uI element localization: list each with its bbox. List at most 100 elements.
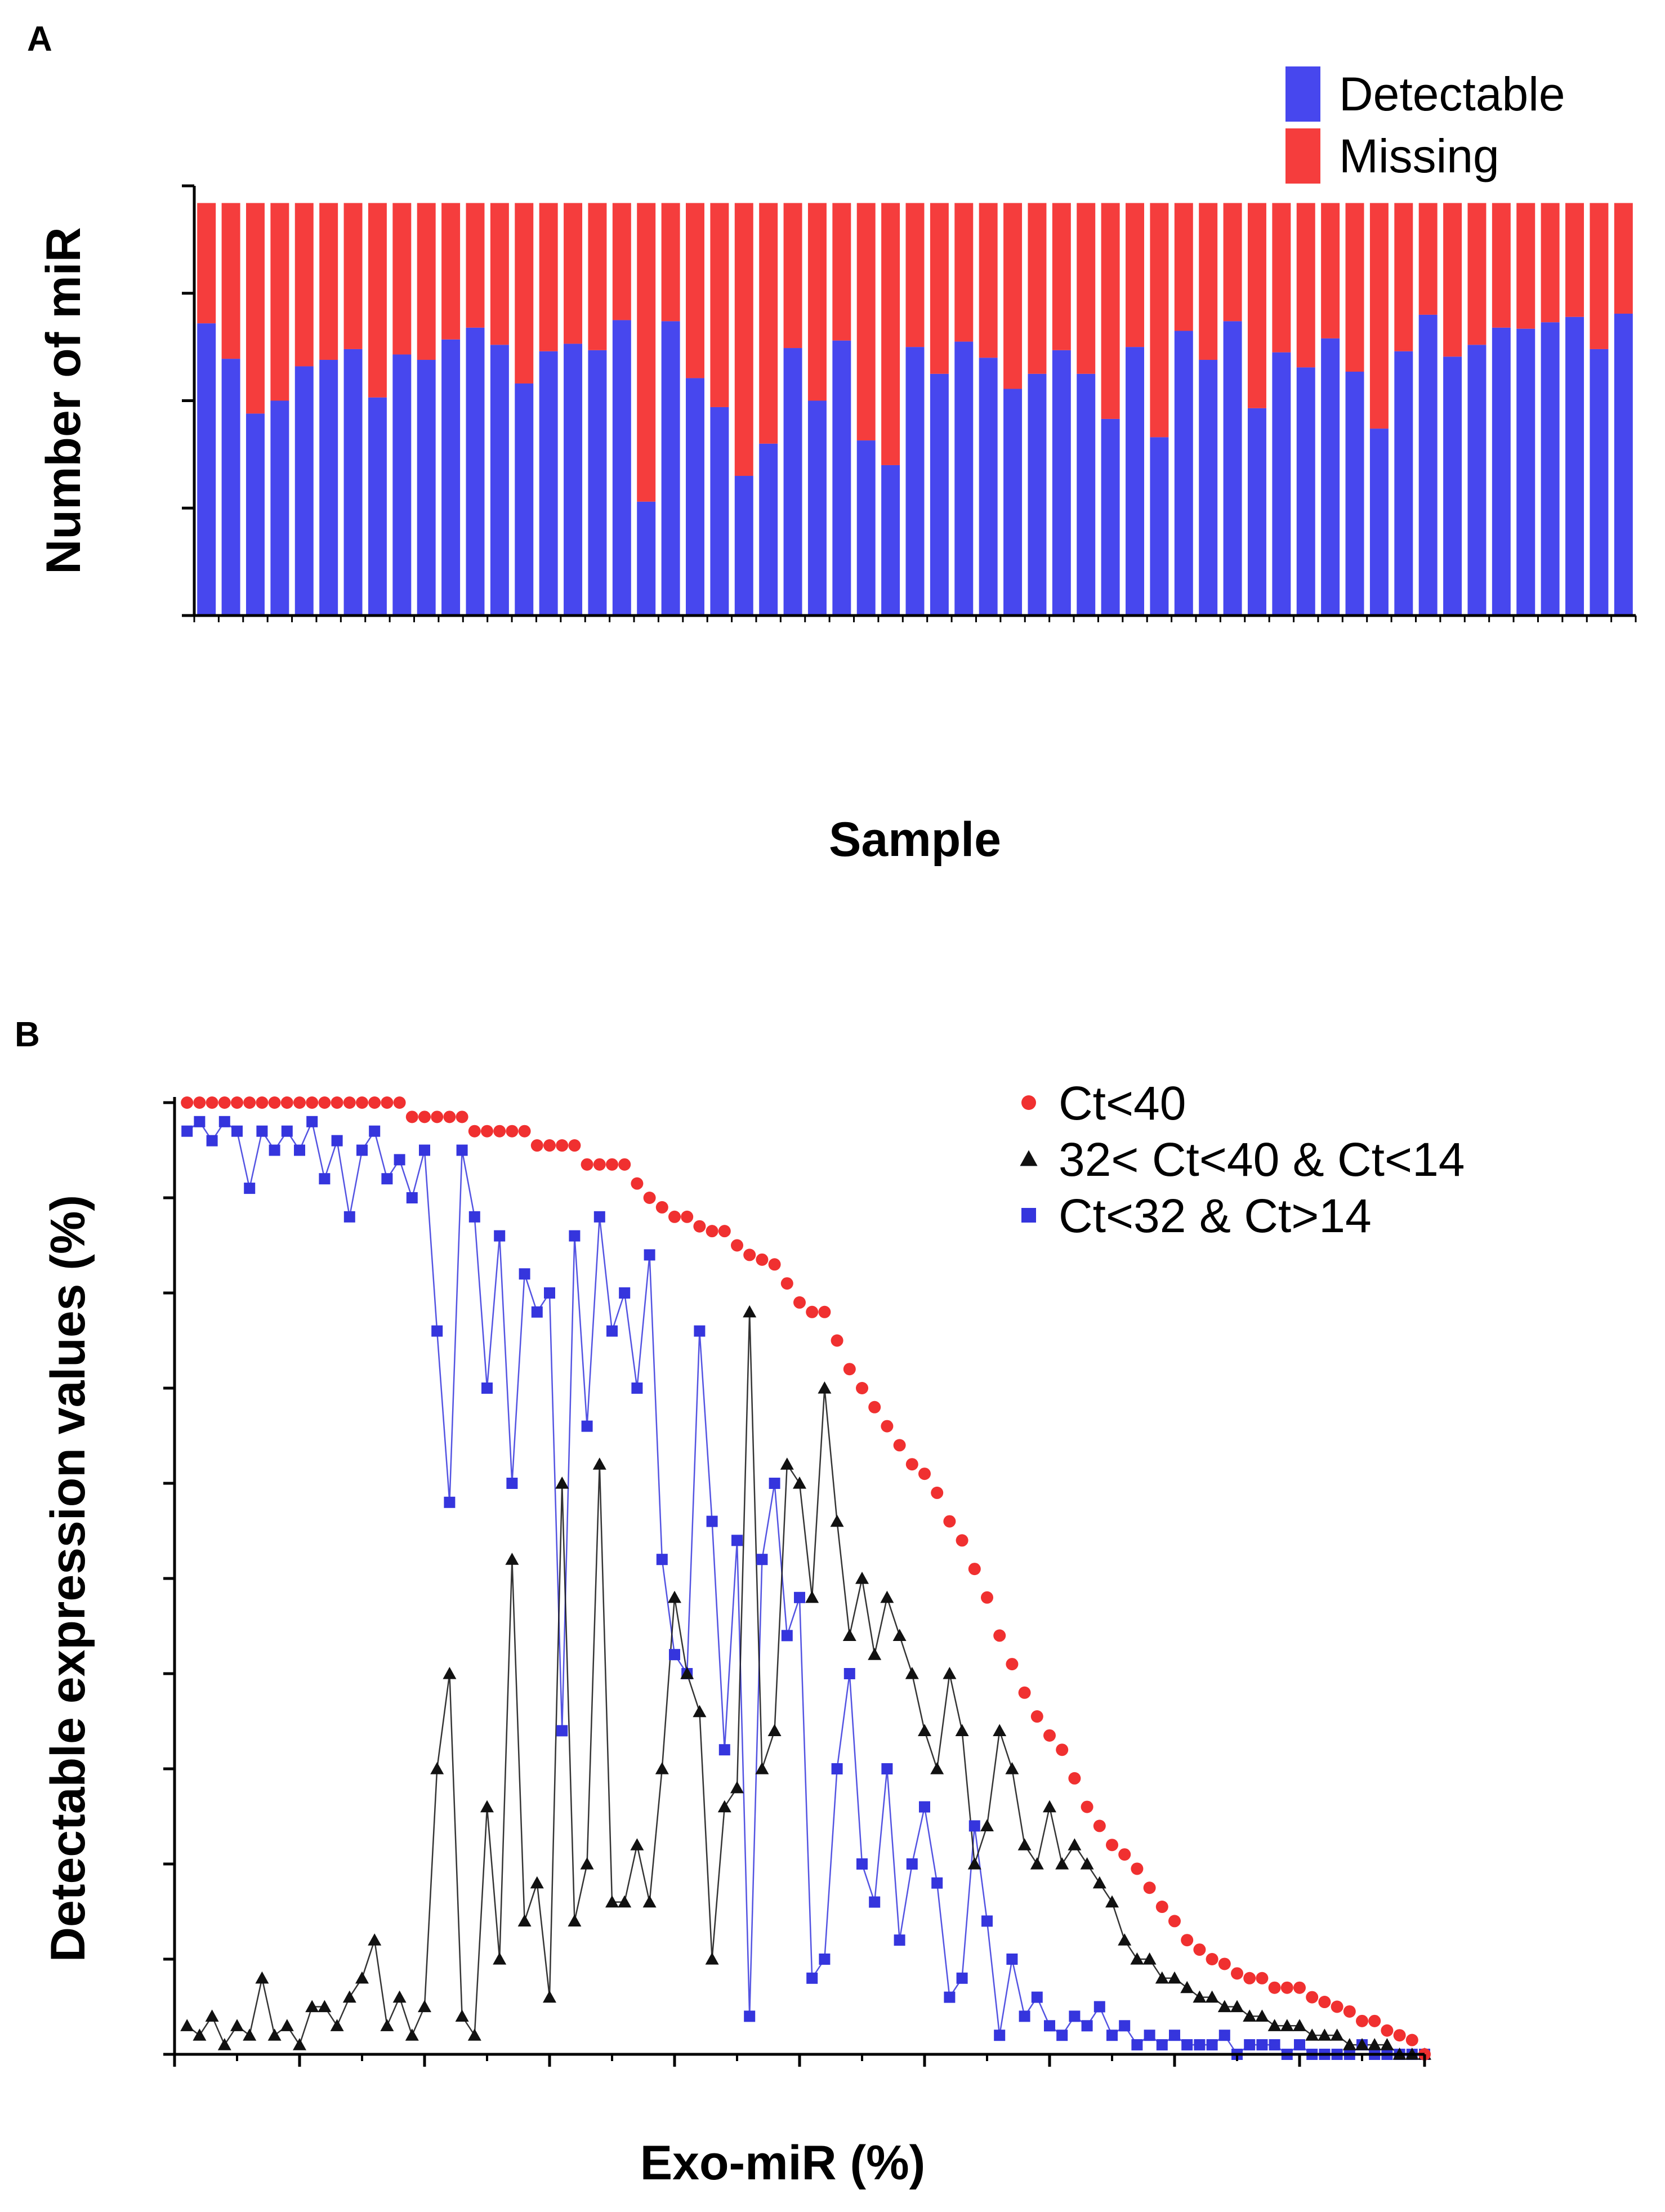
point-low-range [394, 1154, 405, 1166]
point-mid-range [1380, 2038, 1394, 2050]
point-ct40 [793, 1296, 806, 1309]
point-ct40 [431, 1111, 444, 1123]
bar-detectable-9 [392, 354, 412, 616]
point-mid-range [755, 1762, 769, 1774]
point-low-range [269, 1144, 280, 1156]
bar-detectable-53 [1467, 345, 1487, 616]
point-mid-range [818, 1381, 832, 1394]
bar-detectable-1 [197, 323, 216, 616]
bar-missing-6 [319, 203, 338, 360]
point-low-range [256, 1125, 268, 1137]
point-mid-range [1168, 1971, 1181, 1984]
legend-marker-low-range [1021, 1208, 1036, 1223]
point-ct40 [1168, 1915, 1181, 1928]
series-line-low-range [186, 1119, 1425, 2055]
bar-detectable-17 [588, 350, 607, 616]
bar-detectable-52 [1443, 356, 1462, 616]
point-ct40 [256, 1096, 269, 1109]
point-ct40 [1256, 1972, 1269, 1984]
point-low-range [1106, 2030, 1118, 2041]
bar-missing-5 [294, 203, 314, 367]
point-low-range [644, 1249, 655, 1261]
bar-missing-35 [1028, 203, 1047, 374]
bar-detectable-37 [1077, 373, 1096, 616]
point-low-range [306, 1116, 318, 1127]
legend-b-ct40-label: Ct<40 [1059, 1077, 1186, 1130]
point-low-range [994, 2030, 1006, 2041]
point-low-range [1031, 1991, 1043, 2003]
point-ct40 [1193, 1943, 1206, 1956]
bar-missing-17 [588, 203, 607, 350]
point-ct40 [318, 1096, 331, 1109]
point-low-range [1269, 2039, 1280, 2051]
point-mid-range [780, 1457, 794, 1470]
bar-detectable-25 [783, 348, 802, 616]
point-ct40 [356, 1096, 368, 1109]
point-ct40 [1331, 2000, 1343, 2013]
bar-missing-41 [1174, 203, 1193, 331]
point-mid-range [905, 1667, 919, 1679]
bar-detectable-2 [221, 359, 240, 616]
bar-detectable-41 [1174, 331, 1193, 616]
point-ct40 [968, 1563, 981, 1576]
point-low-range [731, 1535, 743, 1546]
point-ct40 [506, 1125, 519, 1138]
bar-detectable-22 [710, 407, 729, 616]
bar-missing-38 [1101, 203, 1120, 419]
chart-b-x-axis-title: Exo-miR (%) [640, 2136, 925, 2190]
point-ct40 [556, 1139, 569, 1152]
bar-missing-3 [245, 203, 265, 414]
point-mid-range [705, 1952, 719, 1965]
point-mid-range [1180, 1981, 1194, 1994]
point-low-range [931, 1877, 943, 1889]
point-mid-range [205, 2009, 219, 2022]
point-mid-range [793, 1477, 806, 1489]
point-low-range [881, 1763, 893, 1774]
point-ct40 [1381, 2024, 1394, 2037]
bar-detectable-54 [1492, 327, 1511, 616]
point-low-range [356, 1144, 368, 1156]
point-ct40 [1106, 1839, 1118, 1852]
point-low-range [1294, 2039, 1305, 2051]
point-ct40 [243, 1096, 256, 1109]
point-low-range [294, 1144, 305, 1156]
point-low-range [906, 1858, 918, 1870]
point-mid-range [655, 1762, 669, 1774]
point-ct40 [943, 1515, 956, 1528]
point-ct40 [893, 1439, 906, 1452]
bar-missing-1 [197, 203, 216, 324]
bar-missing-19 [637, 203, 656, 502]
legend-b-mid-range-label: 32< Ct<40 & Ct<14 [1059, 1133, 1465, 1186]
point-mid-range [1243, 2009, 1257, 2022]
point-ct40 [756, 1253, 769, 1266]
point-low-range [519, 1268, 530, 1280]
bar-detectable-6 [319, 360, 338, 616]
point-ct40 [806, 1305, 819, 1318]
legend-b-ct40-marker [1021, 1095, 1036, 1110]
point-ct40 [468, 1125, 481, 1138]
point-ct40 [268, 1096, 281, 1109]
point-ct40 [1030, 1710, 1043, 1723]
point-ct40 [1343, 2005, 1356, 2018]
bar-detectable-33 [979, 358, 998, 616]
point-ct40 [393, 1096, 406, 1109]
bar-detectable-3 [245, 413, 265, 616]
legend-a-missing-swatch [1285, 128, 1320, 184]
bar-missing-44 [1247, 203, 1266, 408]
bar-detectable-51 [1418, 314, 1438, 616]
point-ct40 [1356, 2014, 1368, 2027]
point-mid-range [830, 1514, 844, 1527]
point-low-range [1169, 2030, 1180, 2041]
point-mid-range [543, 1990, 556, 2003]
bar-detectable-12 [466, 327, 485, 616]
point-mid-range [717, 1800, 731, 1813]
point-mid-range [1030, 1857, 1044, 1870]
point-ct40 [931, 1486, 944, 1499]
bar-detectable-47 [1321, 338, 1340, 616]
point-ct40 [706, 1225, 718, 1238]
point-low-range [1256, 2039, 1268, 2051]
bar-missing-21 [686, 203, 704, 378]
bar-missing-58 [1590, 203, 1609, 349]
point-mid-range [230, 2019, 244, 2031]
bar-detectable-49 [1369, 429, 1389, 616]
